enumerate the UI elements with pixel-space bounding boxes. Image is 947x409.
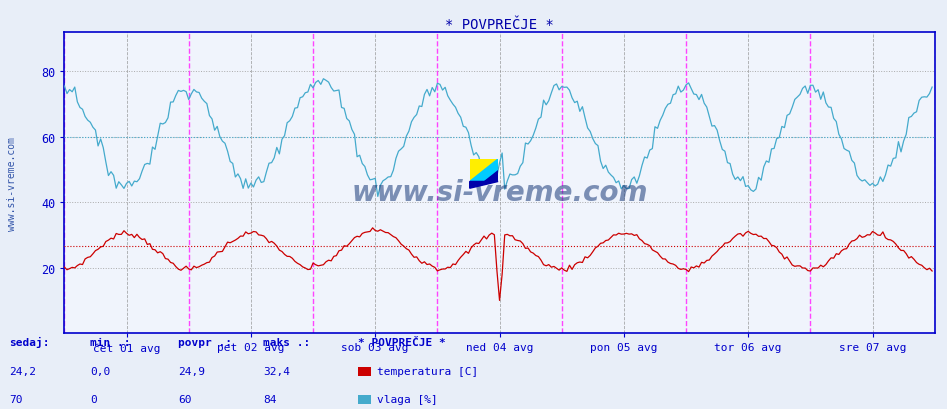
Polygon shape <box>484 171 498 182</box>
Text: 0,0: 0,0 <box>90 366 110 376</box>
Text: 84: 84 <box>263 393 277 404</box>
Text: temperatura [C]: temperatura [C] <box>377 366 478 376</box>
Text: www.si-vreme.com: www.si-vreme.com <box>7 137 17 231</box>
Text: 70: 70 <box>9 393 23 404</box>
Text: min .:: min .: <box>90 337 131 348</box>
Text: 24,2: 24,2 <box>9 366 37 376</box>
Text: www.si-vreme.com: www.si-vreme.com <box>351 178 648 206</box>
Text: sedaj:: sedaj: <box>9 337 50 348</box>
Text: povpr .:: povpr .: <box>178 337 232 348</box>
Text: vlaga [%]: vlaga [%] <box>377 393 438 404</box>
Polygon shape <box>470 160 498 182</box>
Text: * POVPREČJE *: * POVPREČJE * <box>358 337 446 348</box>
Polygon shape <box>470 160 498 182</box>
Text: 32,4: 32,4 <box>263 366 291 376</box>
Text: maks .:: maks .: <box>263 337 311 348</box>
Text: 24,9: 24,9 <box>178 366 205 376</box>
Text: 60: 60 <box>178 393 191 404</box>
Title: * POVPREČJE *: * POVPREČJE * <box>445 18 554 31</box>
Text: 0: 0 <box>90 393 97 404</box>
Polygon shape <box>470 182 498 189</box>
